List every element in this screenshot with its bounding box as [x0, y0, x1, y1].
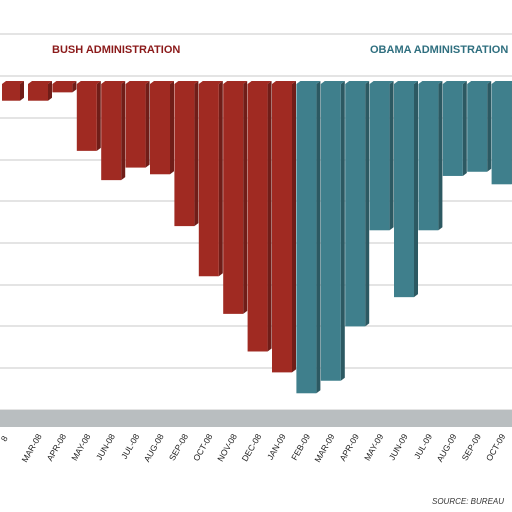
tick-label: APR-09	[337, 432, 361, 463]
tick-label: DEC-08	[240, 432, 264, 463]
tick-label: OCT-09	[484, 432, 508, 463]
obama-administration-label: OBAMA ADMINISTRATION	[370, 44, 508, 56]
bar-may-08	[76, 81, 101, 151]
bar-jan-09	[272, 81, 296, 373]
bar-sep-09	[467, 81, 492, 172]
bar-mar-08	[28, 81, 52, 101]
tick-label: SEP-09	[460, 432, 483, 463]
x-tick-labels: 8 MAR-08 APR-08 MAY-08 JUN-08 JUL-08 AUG-08 SEP…	[0, 432, 508, 464]
tick-label: OCT-08	[191, 432, 215, 463]
bar-sep-08	[174, 81, 199, 227]
bar-mar-09	[320, 81, 345, 381]
bar-jul-08	[125, 81, 150, 168]
tick-label: JUL-08	[119, 432, 141, 461]
bar-jun-09	[394, 81, 418, 298]
tick-label: APR-08	[45, 432, 69, 463]
bush-administration-label: BUSH ADMINISTRATION	[52, 44, 180, 56]
tick-label: JUN-08	[94, 432, 117, 462]
bar-may-09	[369, 81, 394, 231]
bar-apr-08	[52, 81, 77, 93]
bars	[2, 81, 512, 394]
bar-partial	[2, 81, 24, 101]
tick-label: SEP-08	[167, 432, 190, 463]
bar-aug-09	[442, 81, 467, 176]
tick-label: MAR-09	[312, 432, 336, 464]
tick-label: JUL-09	[412, 432, 434, 461]
tick-label: JUN-09	[387, 432, 410, 462]
tick-label: JAN-09	[265, 432, 288, 462]
bar-jul-09	[418, 81, 443, 231]
tick-label: MAR-08	[19, 432, 43, 464]
bar-jun-08	[101, 81, 126, 181]
chart-floor	[0, 410, 512, 427]
bar-oct-09	[491, 81, 512, 185]
bar-nov-08	[223, 81, 248, 314]
bar-dec-08	[247, 81, 272, 352]
tick-label: AUG-09	[435, 432, 459, 464]
bar-oct-08	[198, 81, 223, 277]
tick-label-partial: 8	[0, 434, 10, 443]
tick-label: MAY-08	[69, 432, 92, 463]
tick-label: FEB-09	[289, 432, 312, 462]
source-note: SOURCE: BUREAU	[432, 497, 504, 506]
bar-aug-08	[150, 81, 174, 175]
tick-label: NOV-08	[215, 432, 239, 463]
bar-feb-09	[296, 81, 321, 394]
bar-apr-09	[345, 81, 370, 327]
tick-label: AUG-08	[142, 432, 166, 464]
tick-label: MAY-09	[362, 432, 385, 463]
